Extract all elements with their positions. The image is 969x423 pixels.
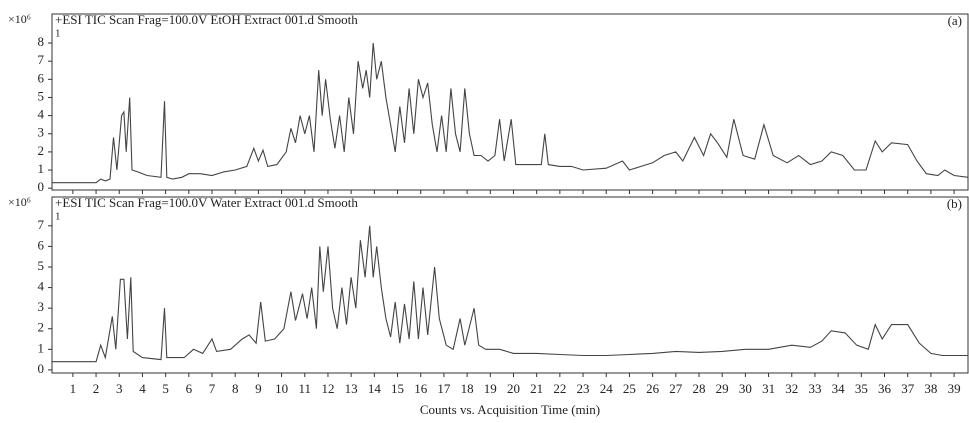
x-tick-label: 18 bbox=[461, 381, 474, 396]
y-tick-label: 5 bbox=[38, 88, 45, 103]
y-tick-label: 5 bbox=[38, 258, 45, 273]
y-tick-label: 7 bbox=[38, 52, 45, 67]
y-tick-label: 8 bbox=[38, 34, 45, 49]
x-tick-label: 34 bbox=[832, 381, 846, 396]
x-tick-label: 11 bbox=[299, 381, 312, 396]
x-tick-label: 1 bbox=[70, 381, 77, 396]
panel-label: (b) bbox=[947, 196, 962, 211]
x-tick-label: 5 bbox=[162, 381, 169, 396]
x-tick-label: 3 bbox=[116, 381, 123, 396]
x-tick-label: 37 bbox=[901, 381, 915, 396]
x-tick-label: 4 bbox=[139, 381, 146, 396]
y-tick-label: 4 bbox=[38, 107, 45, 122]
x-tick-label: 13 bbox=[345, 381, 358, 396]
y-tick-label: 0 bbox=[38, 179, 45, 194]
x-tick-label: 29 bbox=[716, 381, 729, 396]
x-tick-label: 27 bbox=[669, 381, 683, 396]
x-tick-label: 32 bbox=[785, 381, 798, 396]
x-tick-label: 8 bbox=[232, 381, 239, 396]
x-tick-label: 23 bbox=[577, 381, 590, 396]
x-tick-label: 16 bbox=[414, 381, 428, 396]
y-tick-label: 3 bbox=[38, 299, 45, 314]
x-tick-label: 33 bbox=[808, 381, 821, 396]
y-tick-label: 3 bbox=[38, 125, 45, 140]
x-tick-label: 6 bbox=[186, 381, 193, 396]
x-tick-label: 31 bbox=[762, 381, 775, 396]
y-tick-label: 0 bbox=[38, 361, 45, 376]
trace-line bbox=[52, 42, 969, 184]
y-unit-label: ×10⁶ bbox=[8, 12, 31, 26]
panel-annotation: 1 bbox=[55, 28, 61, 40]
x-tick-label: 21 bbox=[530, 381, 543, 396]
x-tick-label: 10 bbox=[275, 381, 288, 396]
x-tick-label: 9 bbox=[255, 381, 262, 396]
trace-line bbox=[52, 225, 968, 363]
x-tick-label: 36 bbox=[878, 381, 892, 396]
y-tick-label: 2 bbox=[38, 143, 45, 158]
x-tick-label: 14 bbox=[368, 381, 382, 396]
y-tick-label: 6 bbox=[38, 70, 45, 85]
x-tick-label: 25 bbox=[623, 381, 636, 396]
y-tick-label: 4 bbox=[38, 279, 45, 294]
x-tick-label: 38 bbox=[924, 381, 937, 396]
x-tick-label: 28 bbox=[692, 381, 705, 396]
y-tick-label: 1 bbox=[38, 340, 45, 355]
x-tick-label: 19 bbox=[484, 381, 497, 396]
x-axis-label: Counts vs. Acquisition Time (min) bbox=[420, 402, 600, 417]
x-tick-label: 35 bbox=[855, 381, 868, 396]
x-tick-label: 2 bbox=[93, 381, 100, 396]
y-tick-label: 2 bbox=[38, 320, 45, 335]
x-tick-label: 12 bbox=[321, 381, 334, 396]
x-tick-label: 24 bbox=[600, 381, 614, 396]
plot-frame bbox=[51, 196, 969, 374]
x-tick-label: 30 bbox=[739, 381, 752, 396]
panel-title: +ESI TIC Scan Frag=100.0V Water Extract … bbox=[55, 195, 358, 210]
plot-frame bbox=[51, 13, 969, 191]
panel-label: (a) bbox=[948, 13, 962, 28]
y-unit-label: ×10⁶ bbox=[8, 195, 31, 209]
y-tick-label: 6 bbox=[38, 237, 45, 252]
x-tick-label: 20 bbox=[507, 381, 520, 396]
y-tick-label: 1 bbox=[38, 161, 45, 176]
panel-title: +ESI TIC Scan Frag=100.0V EtOH Extract 0… bbox=[55, 12, 358, 27]
x-tick-label: 26 bbox=[646, 381, 660, 396]
x-tick-label: 17 bbox=[437, 381, 451, 396]
x-tick-label: 22 bbox=[553, 381, 566, 396]
x-tick-label: 15 bbox=[391, 381, 404, 396]
x-tick-label: 39 bbox=[948, 381, 961, 396]
y-tick-label: 7 bbox=[38, 217, 45, 232]
x-tick-label: 7 bbox=[209, 381, 216, 396]
panel-annotation: 1 bbox=[55, 211, 61, 223]
